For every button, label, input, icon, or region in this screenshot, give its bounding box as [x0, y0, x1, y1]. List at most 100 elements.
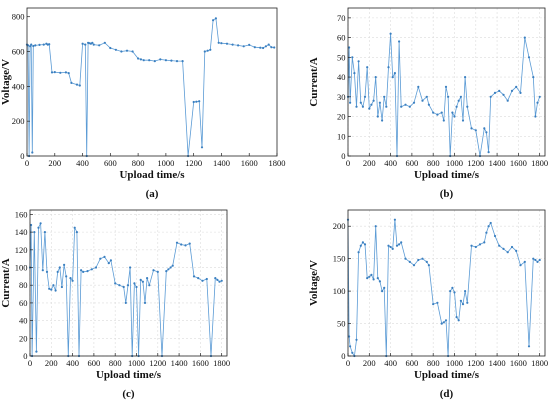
data-point [470, 244, 473, 247]
data-point [493, 91, 497, 94]
x-tick-label: 400 [384, 158, 397, 168]
data-point [220, 279, 223, 282]
y-tick-label: 50 [337, 319, 346, 329]
data-point [478, 243, 482, 246]
data-point [248, 43, 251, 47]
x-tick-label: 400 [66, 358, 79, 368]
data-point [387, 66, 390, 69]
data-point [69, 277, 72, 280]
x-axis-label: Upload time/s [414, 369, 480, 381]
data-point [527, 56, 531, 59]
y-axis-label: Voltage/V [308, 260, 320, 306]
data-point [201, 279, 204, 282]
data-point [54, 289, 57, 292]
data-point [536, 260, 539, 263]
data-point [498, 244, 501, 247]
x-tick-label: 0 [346, 358, 350, 368]
y-tick-label: 800 [12, 12, 25, 22]
y-tick-label: 40 [337, 72, 346, 82]
data-point [534, 258, 537, 262]
data-point [253, 46, 256, 49]
data-point [124, 301, 127, 304]
x-tick-label: 1200 [185, 158, 202, 168]
data-point [192, 275, 196, 278]
plot-frame [29, 209, 228, 357]
data-point [129, 266, 132, 269]
data-point [70, 81, 73, 84]
x-tick-label: 1800 [269, 158, 286, 168]
data-point [56, 270, 59, 273]
data-point [351, 56, 354, 59]
data-point [359, 244, 362, 247]
data-point [510, 89, 514, 92]
data-point [421, 257, 424, 260]
x-tick-label: 1000 [446, 358, 463, 368]
data-point [389, 245, 392, 249]
data-point [107, 262, 110, 265]
data-point [64, 71, 67, 74]
x-tick-label: 600 [88, 358, 101, 368]
data-point [203, 50, 206, 53]
data-point [442, 119, 445, 122]
data-point [120, 50, 123, 53]
data-point [417, 258, 420, 262]
data-point [421, 99, 424, 102]
data-point [53, 71, 56, 74]
y-tick-label: 150 [333, 254, 346, 264]
data-point [381, 290, 384, 293]
data-point [45, 270, 49, 273]
data-point [393, 72, 396, 75]
x-tick-label: 1800 [531, 358, 548, 368]
data-point [137, 57, 140, 60]
x-tick-label: 0 [346, 158, 350, 168]
data-point [376, 277, 379, 280]
data-point [348, 46, 351, 49]
data-point [355, 338, 358, 341]
data-point [180, 243, 183, 246]
y-tick-label: 20 [337, 112, 346, 122]
data-point [536, 101, 539, 104]
x-tick-label: 800 [427, 358, 440, 368]
data-point [459, 299, 462, 302]
data-point [139, 278, 142, 281]
data-point [200, 146, 204, 149]
data-point [412, 264, 416, 267]
data-point [483, 127, 486, 130]
panel-label: (d) [440, 388, 454, 400]
data-point [164, 59, 167, 62]
data-point [31, 151, 34, 154]
data-point [198, 100, 201, 103]
data-point [440, 322, 443, 325]
series-line [347, 219, 540, 358]
y-tick-label: 200 [333, 221, 346, 231]
data-point [361, 241, 364, 244]
data-point [98, 44, 101, 47]
data-point [538, 258, 541, 262]
y-tick-label: 0 [341, 151, 345, 161]
data-point [52, 284, 55, 287]
plot-frame [347, 7, 546, 157]
data-point [376, 115, 379, 118]
data-point [378, 101, 381, 104]
data-point [29, 45, 32, 48]
data-point [389, 32, 392, 35]
data-point [372, 99, 375, 102]
y-tick-label: 70 [337, 13, 346, 23]
data-point [143, 301, 147, 304]
data-point [459, 95, 462, 98]
data-point [92, 43, 95, 46]
data-point [366, 66, 369, 69]
data-point [442, 321, 445, 324]
y-tick-label: 0 [20, 151, 24, 161]
series-line [26, 17, 275, 157]
data-point [99, 257, 102, 260]
data-point [270, 46, 273, 49]
x-tick-label: 1800 [213, 358, 230, 368]
data-point [212, 19, 215, 22]
data-point [355, 105, 358, 108]
data-point [348, 335, 351, 338]
data-point [398, 40, 401, 43]
data-point [264, 45, 267, 48]
data-point [197, 277, 200, 280]
data-point [515, 249, 518, 252]
